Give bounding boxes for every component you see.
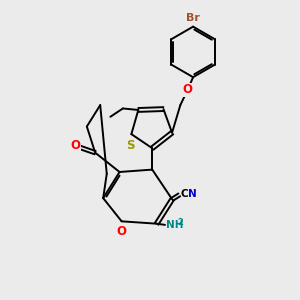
Text: N: N <box>188 189 196 199</box>
Text: 2: 2 <box>178 218 184 227</box>
Text: O: O <box>70 139 80 152</box>
Text: Br: Br <box>186 13 200 23</box>
Text: C: C <box>181 189 188 199</box>
Text: O: O <box>183 83 193 96</box>
Text: S: S <box>126 139 134 152</box>
Text: O: O <box>117 225 127 238</box>
Text: NH: NH <box>166 220 184 230</box>
